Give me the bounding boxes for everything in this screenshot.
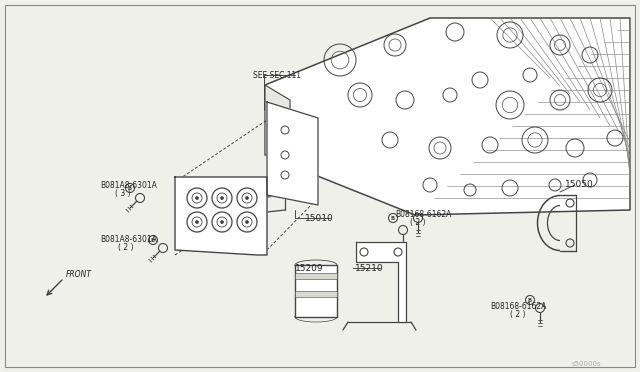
Circle shape — [246, 196, 248, 199]
Circle shape — [195, 221, 198, 224]
Bar — [295, 273, 337, 279]
Text: 15010: 15010 — [305, 214, 333, 223]
Polygon shape — [267, 102, 318, 205]
Text: B08168-6162A: B08168-6162A — [490, 302, 547, 311]
Polygon shape — [265, 18, 630, 215]
Text: ( 2 ): ( 2 ) — [118, 243, 134, 252]
Text: FRONT: FRONT — [66, 270, 92, 279]
Text: 15209: 15209 — [295, 264, 324, 273]
Text: B: B — [128, 186, 132, 190]
Polygon shape — [356, 242, 406, 322]
Text: B081A8-6301A: B081A8-6301A — [100, 235, 157, 244]
Text: 15210: 15210 — [355, 264, 383, 273]
Text: B: B — [151, 237, 155, 243]
Circle shape — [221, 196, 223, 199]
Circle shape — [195, 196, 198, 199]
Text: B08168-6162A: B08168-6162A — [395, 210, 451, 219]
Text: ( 3 ): ( 3 ) — [115, 189, 131, 198]
Bar — [295, 291, 337, 297]
Polygon shape — [265, 85, 290, 155]
Bar — [295, 265, 337, 317]
Text: ( 2 ): ( 2 ) — [510, 310, 525, 319]
Text: B081A8-6301A: B081A8-6301A — [100, 181, 157, 190]
Text: ( 2 ): ( 2 ) — [410, 218, 426, 227]
Text: s50000s: s50000s — [572, 361, 602, 367]
Circle shape — [221, 221, 223, 224]
Text: B: B — [528, 298, 532, 302]
Polygon shape — [175, 177, 267, 255]
Text: 15050: 15050 — [565, 180, 594, 189]
Text: B: B — [391, 215, 395, 221]
Circle shape — [246, 221, 248, 224]
Text: SEE SEC.111: SEE SEC.111 — [253, 71, 301, 80]
